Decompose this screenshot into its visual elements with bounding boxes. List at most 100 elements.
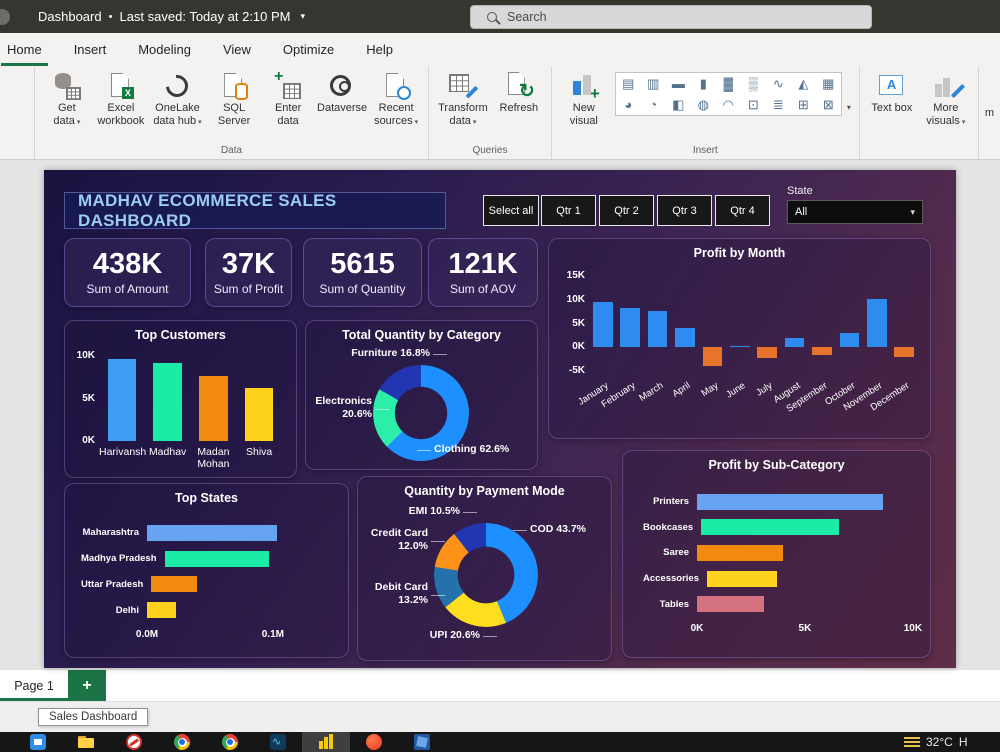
donut-ring[interactable] [434,523,538,627]
bar-august[interactable] [784,337,805,348]
kpi-card-sum-of-amount[interactable]: 438K Sum of Amount [64,238,191,307]
line-chart-icon[interactable]: ∿ [772,75,784,91]
bar-maharashtra[interactable] [147,524,277,541]
tab-view[interactable]: View [222,42,251,57]
browser-icon-button[interactable] [350,732,398,752]
refresh-button[interactable]: ↻ Refresh [492,70,546,117]
recent-sources-button[interactable]: Recent sources ▾ [369,70,423,130]
stacked-column-chart-icon[interactable]: ▥ [647,75,660,91]
bar-december[interactable] [894,347,915,357]
stacked-bar-chart-icon[interactable]: ▤ [622,75,635,91]
transform-data-button[interactable]: Transform data ▾ [434,70,492,130]
cut-button[interactable]: Cut [0,78,34,90]
line-stacked-column-chart-icon[interactable]: ▓ [723,76,734,91]
tab-home[interactable]: Home [0,33,58,66]
clustered-column-chart-icon[interactable]: ▮ [699,75,707,91]
matrix-icon[interactable]: ⊠ [822,96,834,112]
chrome-icon-button[interactable] [158,732,206,752]
bar-harivansh[interactable] [107,358,137,441]
bar-bookcases[interactable] [701,519,839,536]
bar-january[interactable] [592,302,613,348]
tab-help[interactable]: Help [366,42,393,57]
new-page-button[interactable]: + [68,670,106,701]
pie-chart-icon[interactable]: ◕ [624,97,633,112]
bar-madhya-pradesh[interactable] [164,550,270,567]
bar-saree[interactable] [697,544,784,561]
search-input[interactable]: Search [470,5,872,29]
payment-mode-chart[interactable]: Quantity by Payment Mode COD 43.7% UPI 20.… [357,476,612,661]
multi-row-card-icon[interactable]: ≣ [772,96,784,112]
map-icon[interactable]: ◍ [697,96,709,112]
file-explorer-icon-button[interactable] [62,732,110,752]
bar-march[interactable] [647,311,668,348]
line-clustered-column-chart-icon[interactable]: ▒ [748,76,758,91]
qtr-3-button[interactable]: Qtr 3 [657,195,712,226]
bar-november[interactable] [867,298,887,348]
clustered-bar-chart-icon[interactable]: ▬ [671,76,685,91]
bar-september[interactable] [812,347,832,356]
tab-insert[interactable]: Insert [73,42,107,57]
tab-optimize[interactable]: Optimize [282,42,335,57]
new-visual-button[interactable]: + New visual [557,70,611,130]
database-tool-icon-button[interactable]: ∿ [254,732,302,752]
top-states-chart[interactable]: Top States Maharashtra Madhya Pradesh Uttar… [64,483,349,658]
profit-by-month-chart[interactable]: Profit by Month 15K 10K 5K 0K -5K January Febru… [548,238,931,439]
bar-madhav[interactable] [153,362,182,441]
bar-delhi[interactable] [147,602,176,619]
status-strip: Sales Dashboard [0,702,1000,732]
x-axis-label: Madan Mohan [197,446,230,470]
top-customers-chart[interactable]: Top Customers 10K 5K 0K Harivansh Madhav Madan… [64,320,297,478]
donut-ring[interactable] [373,365,469,461]
excel-workbook-button[interactable]: X Excel workbook [94,70,148,130]
gallery-expand-icon[interactable]: ▾ [846,102,851,112]
chrome-icon-2-button[interactable] [206,732,254,752]
bar-madan-mohan[interactable] [199,376,228,441]
bar-april[interactable] [675,327,695,348]
bar-uttar-pradesh[interactable] [151,576,197,593]
donut-chart-icon[interactable]: ◔ [649,97,658,112]
bar-accessories[interactable] [706,570,778,587]
quantity-by-category-chart[interactable]: Total Quantity by Category Clothing 62.6%… [305,320,538,470]
qtr-4-button[interactable]: Qtr 4 [715,195,770,226]
gauge-icon[interactable]: ◠ [722,96,734,112]
tab-modeling[interactable]: Modeling [138,42,191,57]
profit-by-subcategory-chart[interactable]: Profit by Sub-Category Printers Bookcases S… [622,450,931,658]
treemap-icon[interactable]: ◧ [672,96,685,112]
photos-icon-button[interactable] [398,732,446,752]
bar-tables[interactable] [697,596,764,613]
bar-may[interactable] [702,347,723,366]
bar-printers[interactable] [697,493,883,510]
weather-widget[interactable]: 32°C H [904,732,1000,752]
page-tab[interactable]: Page 1 [0,670,68,701]
bar-shiva[interactable] [244,387,274,441]
kpi-card-sum-of-quantity[interactable]: 5615 Sum of Quantity [303,238,422,307]
format-painter-button[interactable]: Format painter [0,118,34,130]
qtr-1-button[interactable]: Qtr 1 [541,195,596,226]
bar-february[interactable] [620,307,640,348]
state-filter: State All ▾ [787,185,923,224]
onelake-data-hub-button[interactable]: OneLake data hub ▾ [148,70,207,130]
power-bi-icon-button[interactable] [302,732,350,752]
bar-july[interactable] [757,347,778,358]
kpi-card-sum-of-profit[interactable]: 37K Sum of Profit [205,238,292,307]
copy-button[interactable]: Copy [0,98,34,110]
file-title-menu[interactable]: Dashboard • Last saved: Today at 2:10 PM… [38,9,305,24]
enter-data-button[interactable]: + Enter data [261,68,315,130]
qtr-2-button[interactable]: Qtr 2 [599,195,654,226]
kpi-card-sum-of-aov[interactable]: 121K Sum of AOV [428,238,538,307]
get-data-button[interactable]: Get data ▾ [40,70,94,130]
state-dropdown[interactable]: All ▾ [787,200,923,224]
table-filter-icon[interactable]: ▦ [822,75,835,91]
table-icon[interactable]: ⊞ [797,96,809,112]
dataverse-button[interactable]: Dataverse [315,70,369,117]
text-box-button[interactable]: A Text box [865,70,919,117]
bar-june[interactable] [729,345,750,348]
more-visuals-button[interactable]: More visuals ▾ [919,70,973,130]
store-icon-button[interactable] [14,732,62,752]
card-icon[interactable]: ⊡ [747,96,759,112]
media-player-icon-button[interactable] [110,732,158,752]
select-all-button[interactable]: Select all [483,195,539,226]
area-chart-icon[interactable]: ◭ [798,75,809,91]
sql-server-button[interactable]: SQL Server [207,70,261,130]
bar-october[interactable] [839,333,860,348]
